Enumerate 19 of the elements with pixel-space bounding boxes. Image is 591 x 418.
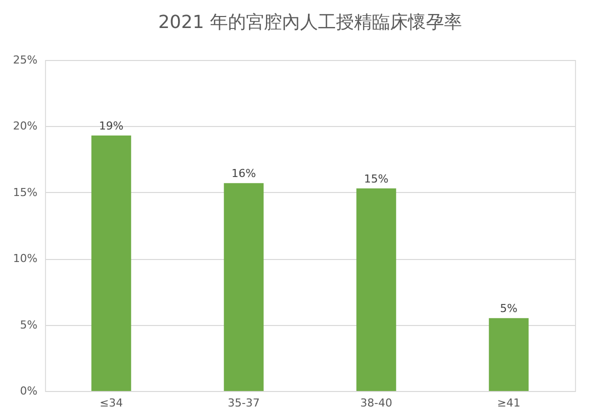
y-tick-label: 15%: [13, 186, 38, 199]
y-tick-label: 0%: [20, 384, 38, 398]
bar: [224, 183, 264, 391]
data-label: 15%: [364, 172, 388, 186]
y-tick-label: 10%: [13, 252, 38, 266]
x-tick-label: ≤34: [100, 396, 123, 410]
y-tick-label: 5%: [20, 318, 38, 332]
data-label: 19%: [99, 119, 124, 132]
chart-title: 2021 年的宮腔內人工授精臨床懷孕率: [158, 12, 462, 33]
x-tick-label: 35-37: [228, 396, 260, 410]
bar: [356, 188, 396, 391]
x-tick-label: ≥41: [497, 396, 520, 410]
data-label: 16%: [232, 167, 256, 180]
x-tick-label: 38-40: [360, 396, 392, 410]
y-tick-label: 25%: [13, 54, 38, 66]
bar: [488, 318, 529, 391]
bar: [91, 135, 132, 391]
data-label: 5%: [500, 302, 518, 316]
y-tick-label: 20%: [13, 120, 38, 133]
